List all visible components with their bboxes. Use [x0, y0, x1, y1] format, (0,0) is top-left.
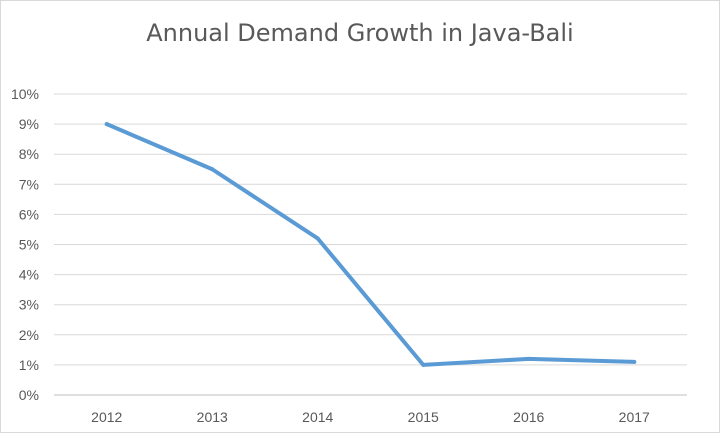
chart-title: Annual Demand Growth in Java-Bali	[146, 19, 574, 47]
x-tick-label: 2014	[302, 409, 333, 425]
y-tick-label: 7%	[19, 176, 39, 192]
series-line	[104, 122, 637, 367]
y-tick-label: 1%	[19, 357, 39, 373]
y-tick-label: 9%	[19, 116, 39, 132]
y-tick-label: 8%	[19, 146, 39, 162]
data-point	[632, 359, 637, 364]
data-point	[315, 236, 320, 241]
y-tick-label: 5%	[19, 237, 39, 253]
data-point	[104, 122, 109, 127]
y-tick-label: 10%	[11, 86, 39, 102]
x-tick-label: 2015	[408, 409, 439, 425]
x-tick-label: 2012	[91, 409, 122, 425]
y-tick-label: 3%	[19, 297, 39, 313]
y-tick-label: 6%	[19, 206, 39, 222]
data-point	[526, 356, 531, 361]
y-tick-label: 0%	[19, 387, 39, 403]
x-tick-label: 2016	[513, 409, 544, 425]
y-tick-label: 4%	[19, 267, 39, 283]
y-tick-label: 2%	[19, 327, 39, 343]
data-point	[421, 362, 426, 367]
x-tick-label: 2017	[619, 409, 650, 425]
data-point	[210, 167, 215, 172]
x-tick-label: 2013	[197, 409, 228, 425]
